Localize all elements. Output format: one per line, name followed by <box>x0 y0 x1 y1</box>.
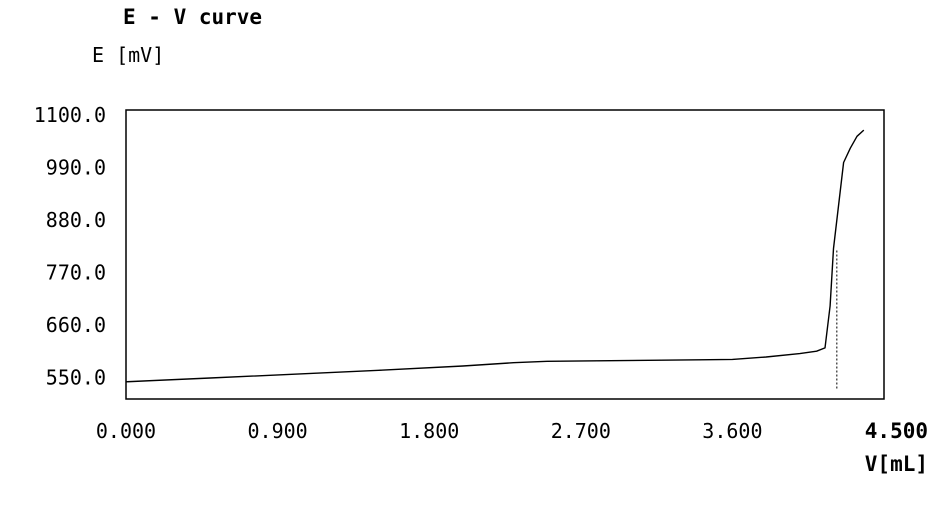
chart-title: E - V curve <box>123 5 262 29</box>
y-tick-label: 550.0 <box>46 366 106 390</box>
y-tick-label: 990.0 <box>46 155 106 179</box>
x-tick-label: 0.000 <box>96 419 156 443</box>
x-tick-labels: 0.000 0.900 1.800 2.700 3.600 4.500 <box>96 419 928 443</box>
y-tick-label: 1100.0 <box>34 103 106 127</box>
x-tick-label: 3.600 <box>702 419 762 443</box>
series-layer <box>125 129 865 383</box>
y-tick-label: 660.0 <box>46 313 106 337</box>
plot-frame <box>125 109 885 400</box>
x-tick-label: 4.500 <box>865 419 928 443</box>
series-line <box>125 129 865 383</box>
x-axis-label: V[mL] <box>865 452 928 476</box>
y-tick-labels: 1100.0 990.0 880.0 770.0 660.0 550.0 <box>34 103 106 390</box>
x-tick-label: 0.900 <box>247 419 307 443</box>
y-tick-label: 880.0 <box>46 208 106 232</box>
x-tick-label: 1.800 <box>399 419 459 443</box>
x-tick-label: 2.700 <box>551 419 611 443</box>
y-tick-label: 770.0 <box>46 260 106 284</box>
y-axis-label: E [mV] <box>92 43 164 67</box>
